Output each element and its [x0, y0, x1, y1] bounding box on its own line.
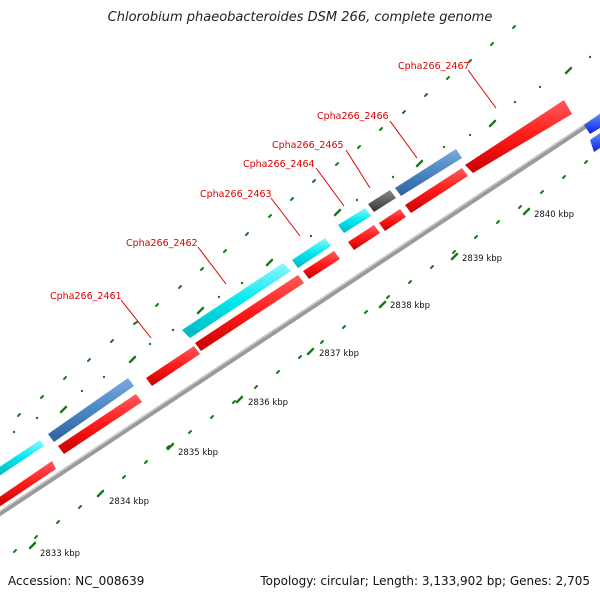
cds-cpha266-2464: [338, 208, 371, 233]
genome-backbone: [0, 113, 600, 517]
forward-strand-features: [0, 114, 600, 476]
outer-tick-row: [17, 25, 573, 417]
cds-forward-blue-right: [584, 114, 600, 134]
cds-reverse-red-6: [379, 209, 406, 231]
tick-label-2839: 2839 kbp: [462, 254, 502, 264]
gene-label-cpha266-2467: Cpha266_2467: [398, 61, 470, 72]
cds-cpha266-2465: [368, 190, 396, 212]
cds-cpha266-2467: [465, 100, 572, 173]
gene-labels: Cpha266_2461 Cpha266_2462 Cpha266_2463 C…: [50, 61, 470, 302]
upper-minor-ticks: [12, 55, 592, 434]
gene-label-cpha266-2461: Cpha266_2461: [50, 291, 122, 302]
cds-reverse-red-4: [303, 251, 340, 279]
cds-reverse-red-5: [348, 225, 380, 250]
cds-reverse-red-7: [405, 168, 468, 213]
tick-label-2834: 2834 kbp: [109, 497, 149, 507]
cds-cpha266-2461: [146, 346, 200, 386]
tick-label-2836: 2836 kbp: [248, 398, 288, 408]
reverse-strand-features: [0, 100, 572, 507]
genome-summary: Topology: circular; Length: 3,133,902 bp…: [260, 574, 590, 588]
gene-label-cpha266-2465: Cpha266_2465: [272, 140, 344, 151]
lower-tick-row: [13, 160, 588, 553]
tick-label-2835: 2835 kbp: [178, 448, 218, 458]
tick-label-2840: 2840 kbp: [534, 210, 574, 220]
cds-cpha266-2466: [395, 149, 462, 196]
cds-reverse-red-3: [195, 275, 304, 351]
cds-forward-steel-1: [48, 378, 134, 442]
gene-label-cpha266-2462: Cpha266_2462: [126, 238, 198, 249]
gene-label-cpha266-2463: Cpha266_2463: [200, 189, 272, 200]
cds-cpha266-2462: [182, 263, 291, 338]
cds-cpha266-2463: [292, 238, 331, 268]
cds-reverse-red-1: [0, 461, 56, 507]
tick-label-2838: 2838 kbp: [390, 301, 430, 311]
gene-label-cpha266-2464: Cpha266_2464: [243, 159, 315, 170]
tick-label-2833: 2833 kbp: [40, 549, 80, 559]
gene-label-cpha266-2466: Cpha266_2466: [317, 111, 389, 122]
tick-label-2837: 2837 kbp: [319, 349, 359, 359]
kbp-labels: 2833 kbp 2834 kbp 2835 kbp 2836 kbp 2837…: [40, 210, 574, 559]
accession-label: Accession: NC_008639: [8, 574, 145, 588]
map-title: Chlorobium phaeobacteroides DSM 266, com…: [107, 10, 493, 25]
cds-forward-cyan-left: [0, 440, 44, 476]
cds-reverse-red-2: [58, 394, 142, 454]
gene-leader-lines: [120, 69, 497, 339]
